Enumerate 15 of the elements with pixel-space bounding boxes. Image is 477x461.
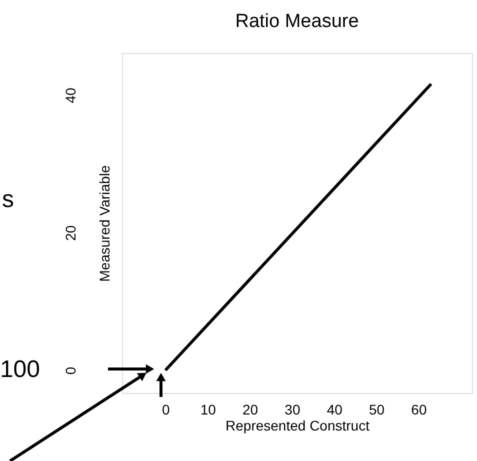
y-tick-label: 20: [62, 225, 78, 241]
x-tick-label: 50: [368, 402, 385, 418]
text: 100: [0, 356, 40, 383]
y-tick-label: 40: [62, 87, 78, 104]
x-tick-label: 60: [411, 402, 427, 418]
text: s: [2, 186, 14, 213]
x-tick-label: 40: [326, 402, 343, 418]
x-axis-title: Represented Construct: [226, 418, 370, 434]
x-tick-label: 30: [284, 402, 300, 418]
chart-title: Ratio Measure: [235, 11, 359, 32]
y-tick-label: 0: [62, 366, 78, 375]
y-axis-title: Measured Variable: [96, 165, 112, 282]
x-tick-label: 20: [242, 402, 258, 418]
x-tick-label: 10: [200, 402, 216, 418]
x-tick-label: 0: [162, 402, 170, 418]
